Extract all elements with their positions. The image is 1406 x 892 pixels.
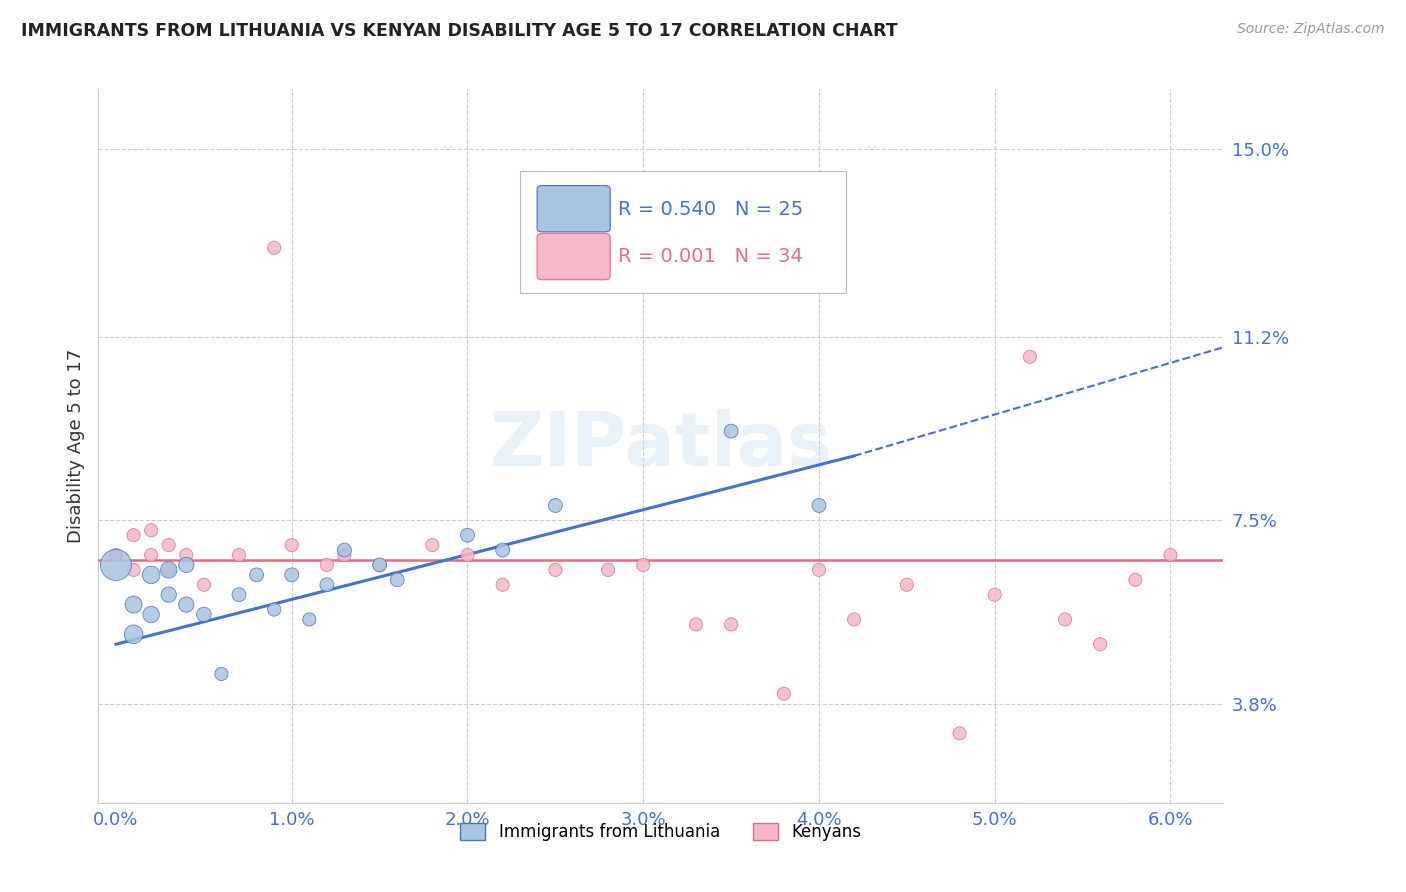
Point bbox=[141, 567, 163, 582]
Point bbox=[808, 499, 831, 513]
Point bbox=[492, 543, 515, 558]
Point bbox=[228, 588, 250, 602]
Point bbox=[122, 598, 145, 612]
Text: IMMIGRANTS FROM LITHUANIA VS KENYAN DISABILITY AGE 5 TO 17 CORRELATION CHART: IMMIGRANTS FROM LITHUANIA VS KENYAN DISA… bbox=[21, 22, 897, 40]
Point bbox=[157, 588, 180, 602]
Point bbox=[122, 528, 145, 542]
Point bbox=[492, 578, 515, 592]
Text: R = 0.001   N = 34: R = 0.001 N = 34 bbox=[619, 247, 803, 267]
Point bbox=[122, 627, 145, 641]
FancyBboxPatch shape bbox=[520, 171, 846, 293]
FancyBboxPatch shape bbox=[537, 186, 610, 232]
Point bbox=[298, 612, 321, 626]
Point bbox=[263, 241, 285, 255]
Point bbox=[544, 563, 567, 577]
Point bbox=[1019, 350, 1042, 364]
Point bbox=[211, 667, 233, 681]
Point bbox=[368, 558, 391, 572]
Point bbox=[896, 578, 918, 592]
Point bbox=[141, 523, 163, 537]
Point bbox=[598, 563, 620, 577]
Y-axis label: Disability Age 5 to 17: Disability Age 5 to 17 bbox=[66, 349, 84, 543]
Point bbox=[316, 558, 339, 572]
Text: Source: ZipAtlas.com: Source: ZipAtlas.com bbox=[1237, 22, 1385, 37]
Point bbox=[333, 548, 356, 562]
Point bbox=[228, 548, 250, 562]
Point bbox=[1090, 637, 1112, 651]
Point bbox=[773, 687, 796, 701]
Point bbox=[720, 617, 742, 632]
Point bbox=[316, 578, 339, 592]
Point bbox=[1054, 612, 1077, 626]
Legend: Immigrants from Lithuania, Kenyans: Immigrants from Lithuania, Kenyans bbox=[454, 816, 868, 848]
Point bbox=[105, 558, 128, 572]
Point bbox=[385, 573, 409, 587]
Point bbox=[105, 548, 128, 562]
Point bbox=[333, 543, 356, 558]
Point bbox=[141, 607, 163, 622]
FancyBboxPatch shape bbox=[537, 234, 610, 280]
Point bbox=[457, 548, 479, 562]
Point bbox=[122, 563, 145, 577]
Point bbox=[157, 563, 180, 577]
Point bbox=[246, 567, 269, 582]
Point bbox=[193, 578, 215, 592]
Point bbox=[141, 548, 163, 562]
Point bbox=[263, 602, 285, 616]
Point bbox=[174, 558, 197, 572]
Point bbox=[174, 548, 197, 562]
Point bbox=[808, 563, 831, 577]
Point bbox=[1125, 573, 1147, 587]
Point bbox=[949, 726, 972, 740]
Point bbox=[157, 538, 180, 552]
Point bbox=[157, 563, 180, 577]
Point bbox=[193, 607, 215, 622]
Point bbox=[984, 588, 1007, 602]
Text: ZIPatlas: ZIPatlas bbox=[489, 409, 832, 483]
Point bbox=[544, 499, 567, 513]
Point bbox=[281, 538, 304, 552]
Point bbox=[368, 558, 391, 572]
Point bbox=[685, 617, 707, 632]
Point bbox=[633, 558, 655, 572]
Text: R = 0.540   N = 25: R = 0.540 N = 25 bbox=[619, 200, 803, 219]
Point bbox=[720, 424, 742, 438]
Point bbox=[281, 567, 304, 582]
Point bbox=[174, 598, 197, 612]
Point bbox=[457, 528, 479, 542]
Point bbox=[1160, 548, 1182, 562]
Point bbox=[422, 538, 444, 552]
Point bbox=[844, 612, 866, 626]
